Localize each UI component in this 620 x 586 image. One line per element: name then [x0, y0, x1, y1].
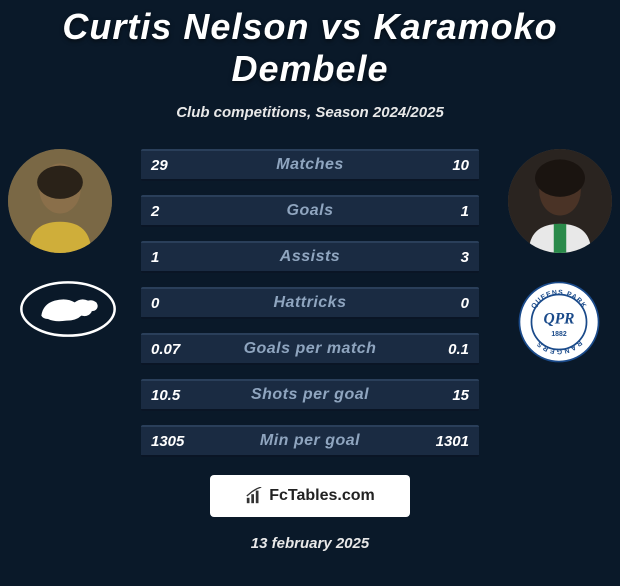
stat-row: Shots per goal10.5 15: [141, 379, 479, 411]
svg-text:QPR: QPR: [544, 311, 575, 328]
stat-row: Matches29 10: [141, 149, 479, 181]
player1-photo: [8, 149, 112, 253]
vs-label: vs: [320, 6, 362, 47]
stat-label: Goals per match: [141, 335, 479, 363]
stat-value-right: 0: [451, 289, 479, 317]
comparison-content: QUEENS PARK RANGERS QPR 1882 Matches2910…: [0, 149, 620, 457]
season-subtitle: Club competitions, Season 2024/2025: [0, 104, 620, 121]
stat-label: Assists: [141, 243, 479, 271]
stat-row: Goals2 1: [141, 195, 479, 227]
stat-row: Assists1 3: [141, 241, 479, 273]
player1-name: Curtis Nelson: [62, 6, 309, 47]
stat-value-right: 1301: [426, 427, 479, 455]
stat-value-right: 1: [451, 197, 479, 225]
stat-value-left: 2: [141, 197, 169, 225]
stat-value-left: 0: [141, 289, 169, 317]
stat-value-right: 10: [442, 151, 479, 179]
stat-value-right: 15: [442, 381, 479, 409]
comparison-title: Curtis Nelson vs Karamoko Dembele: [0, 6, 620, 90]
player1-photo-placeholder: [8, 149, 112, 253]
stat-label: Goals: [141, 197, 479, 225]
stat-value-left: 10.5: [141, 381, 190, 409]
stat-label: Shots per goal: [141, 381, 479, 409]
player2-photo: [508, 149, 612, 253]
stat-value-left: 0.07: [141, 335, 190, 363]
comparison-date: 13 february 2025: [0, 535, 620, 552]
chart-icon: [245, 487, 263, 505]
brand-badge: FcTables.com: [210, 475, 410, 517]
stat-label: Hattricks: [141, 289, 479, 317]
player2-photo-placeholder: [508, 149, 612, 253]
stat-value-right: 3: [451, 243, 479, 271]
brand-text: FcTables.com: [269, 487, 375, 505]
stat-value-left: 1: [141, 243, 169, 271]
stat-value-right: 0.1: [438, 335, 479, 363]
player2-club-logo: QUEENS PARK RANGERS QPR 1882: [516, 279, 602, 365]
stat-value-left: 29: [141, 151, 178, 179]
stat-row: Hattricks0 0: [141, 287, 479, 319]
svg-text:1882: 1882: [551, 331, 566, 338]
player1-club-logo: [18, 279, 118, 339]
stat-row: Goals per match0.07 0.1: [141, 333, 479, 365]
stat-label: Matches: [141, 151, 479, 179]
stat-row: Min per goal13051301: [141, 425, 479, 457]
stat-rows-container: Matches2910Goals21Assists13Hattricks00Go…: [141, 149, 479, 457]
stat-value-left: 1305: [141, 427, 194, 455]
